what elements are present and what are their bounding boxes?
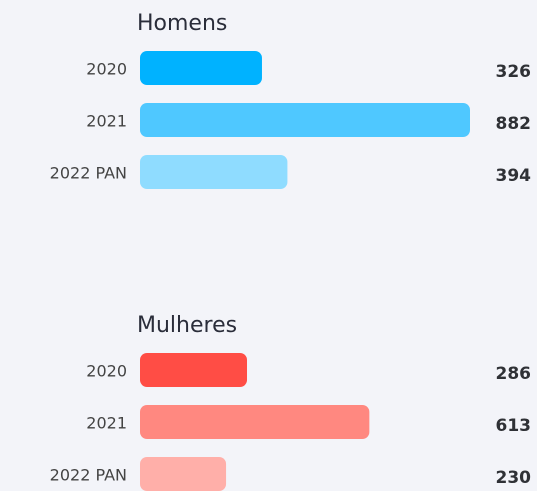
category-label: 2021 bbox=[86, 112, 127, 131]
value-label: 286 bbox=[496, 364, 532, 384]
value-label: 394 bbox=[496, 166, 532, 186]
chart-title: Homens bbox=[137, 11, 227, 36]
chart-title: Mulheres bbox=[137, 313, 237, 338]
category-label: 2020 bbox=[86, 60, 127, 79]
bar bbox=[140, 457, 227, 491]
value-label: 882 bbox=[496, 114, 532, 134]
bar bbox=[140, 155, 288, 189]
category-label: 2022 PAN bbox=[50, 466, 127, 485]
value-label: 230 bbox=[496, 468, 532, 488]
category-label: 2020 bbox=[86, 362, 127, 381]
category-label: 2021 bbox=[86, 414, 127, 433]
value-label: 613 bbox=[496, 416, 532, 436]
bar bbox=[140, 405, 370, 439]
bar bbox=[140, 353, 248, 387]
bar bbox=[140, 103, 470, 137]
bar bbox=[140, 51, 262, 85]
category-label: 2022 PAN bbox=[50, 164, 127, 183]
value-label: 326 bbox=[496, 62, 532, 82]
